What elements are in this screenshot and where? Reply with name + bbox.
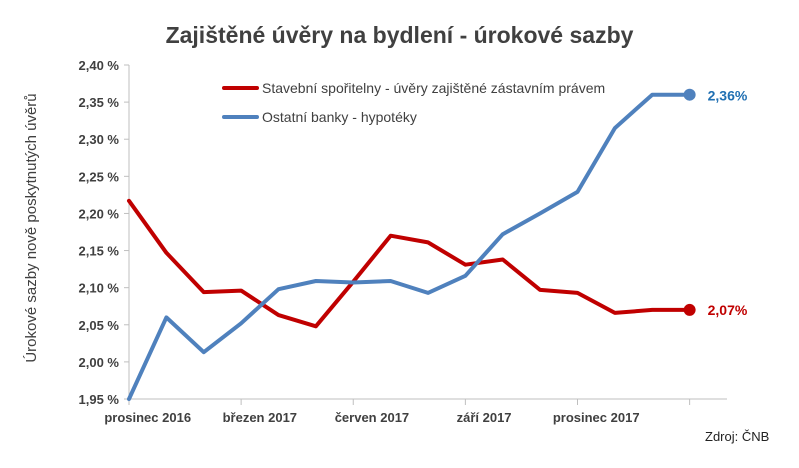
series-line-stavebni-sporitelny — [127, 198, 692, 329]
series-end-marker — [683, 303, 696, 316]
chart-legend: Stavební spořitelny - úvěry zajištěné zá… — [222, 80, 605, 125]
y-tick-label: 2,25 % — [79, 169, 120, 184]
y-tick-label: 2,20 % — [79, 206, 120, 221]
series-end-label: 2,07% — [708, 302, 748, 318]
y-axis-label: Úrokové sazby nově poskytnutých úvěrů — [23, 93, 40, 362]
series-end-marker — [683, 88, 696, 101]
y-tick-label: 2,05 % — [79, 318, 120, 333]
series-line-ostatni-banky — [127, 92, 692, 401]
x-tick-label: březen 2017 — [223, 410, 297, 425]
y-tick-label: 2,10 % — [79, 281, 120, 296]
series-end-label: 2,36% — [708, 88, 748, 104]
y-tick-label: 1,95 % — [79, 392, 120, 407]
source-note: Zdroj: ČNB — [705, 429, 770, 444]
x-tick-label: září 2017 — [457, 410, 512, 425]
chart-axes: 1,95 % 2,00 % 2,05 % 2,10 % 2,15 % 2,20 % 2,25… — [79, 58, 727, 425]
series-layer: 2,07% 2,36% — [127, 88, 748, 401]
chart-title: Zajištěné úvěry na bydlení - úrokové saz… — [165, 22, 634, 48]
legend-label: Ostatní banky - hypotéky — [262, 109, 417, 125]
y-tick-label: 2,00 % — [79, 355, 120, 370]
legend-label: Stavební spořitelny - úvěry zajištěné zá… — [262, 80, 605, 96]
x-tick-label: červen 2017 — [335, 410, 409, 425]
y-tick-label: 2,15 % — [79, 244, 120, 259]
y-tick-label: 2,30 % — [79, 132, 120, 147]
y-tick-label: 2,35 % — [79, 95, 120, 110]
y-tick-label: 2,40 % — [79, 58, 120, 73]
x-tick-label: prosinec 2017 — [553, 410, 640, 425]
x-tick-label: prosinec 2016 — [104, 410, 191, 425]
